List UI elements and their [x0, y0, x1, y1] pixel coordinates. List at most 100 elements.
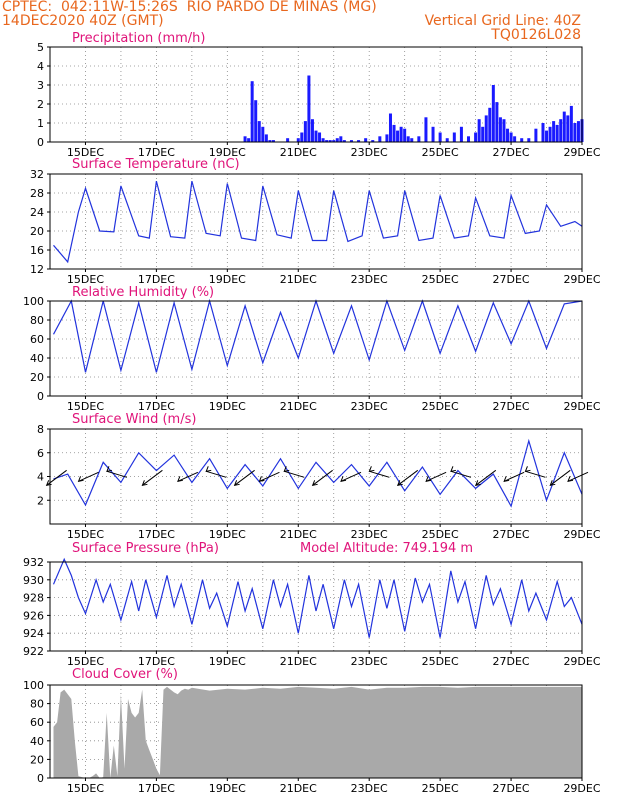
y-tick-label: 16: [30, 244, 44, 257]
x-tick-label: 23DEC: [351, 273, 388, 286]
precip-bar: [573, 123, 577, 142]
y-tick-label: 40: [30, 735, 44, 748]
x-tick-label: 15DEC: [67, 655, 104, 668]
wind-arrow: [177, 471, 199, 482]
precip-bar: [364, 138, 368, 142]
x-tick-label: 21DEC: [280, 273, 317, 286]
x-tick-label: 19DEC: [209, 400, 246, 413]
header-station-line: CPTEC: 042:11W-15:26S RIO PARDO DE MINAS…: [2, 0, 377, 15]
x-tick-label: 17DEC: [138, 273, 175, 286]
y-tick-label: 2: [37, 98, 44, 111]
precip-bar: [541, 123, 545, 142]
precip-bar: [318, 132, 322, 142]
wind-arrow: [340, 471, 362, 482]
y-tick-label: 12: [30, 263, 44, 276]
series-line: [52, 298, 583, 373]
precip-bar: [498, 117, 502, 142]
header-date-line: 14DEC2020 40Z (GMT): [2, 13, 164, 29]
panel-frame: [49, 428, 583, 525]
precip-bar: [314, 130, 318, 142]
x-tick-label: 15DEC: [67, 528, 104, 541]
panel-frame: [49, 684, 583, 779]
x-tick-label: 25DEC: [422, 528, 459, 541]
y-tick-label: 0: [37, 772, 44, 785]
y-tick-label: 932: [23, 556, 44, 569]
x-tick-label: 19DEC: [209, 146, 246, 159]
y-tick-label: 40: [30, 352, 44, 365]
x-tick-label: 17DEC: [138, 655, 175, 668]
precip-bar: [534, 128, 538, 142]
precip-bar: [243, 136, 247, 142]
precip-bar: [410, 138, 414, 142]
panel-3: Relative Humidity (%) 0 20 40 60 80 100 15DEC 17…: [23, 285, 601, 413]
y-tick-label: 80: [30, 314, 44, 327]
wind-arrow: [524, 466, 546, 478]
x-tick-label: 19DEC: [209, 782, 246, 795]
x-tick-label: 23DEC: [351, 400, 388, 413]
x-tick-label: 29DEC: [563, 273, 600, 286]
precip-bar: [431, 126, 435, 142]
precip-bar: [406, 136, 410, 142]
precip-bar: [484, 115, 488, 142]
x-tick-label: 15DEC: [67, 782, 104, 795]
precip-bar: [388, 113, 392, 142]
x-tick-label: 25DEC: [422, 655, 459, 668]
precip-bar: [513, 136, 517, 142]
precip-bar: [271, 140, 275, 142]
panel-frame: [49, 300, 583, 397]
precip-bar: [396, 130, 400, 142]
precip-bar: [562, 111, 566, 142]
precip-bar: [491, 85, 495, 142]
x-tick-label: 25DEC: [422, 273, 459, 286]
wind-arrow: [283, 466, 305, 478]
precip-bar: [264, 134, 268, 142]
x-tick-label: 19DEC: [209, 655, 246, 668]
precip-bar: [459, 126, 463, 142]
precip-bar: [371, 140, 375, 142]
series-line: [52, 557, 583, 638]
x-tick-label: 21DEC: [280, 655, 317, 668]
x-tick-label: 21DEC: [280, 146, 317, 159]
grid: [50, 300, 582, 397]
y-tick-label: 28: [30, 187, 44, 200]
y-tick-label: 100: [23, 679, 44, 692]
y-tick-label: 60: [30, 333, 44, 346]
y-tick-label: 0: [37, 390, 44, 403]
y-tick-label: 922: [23, 645, 44, 658]
x-tick-label: 23DEC: [351, 782, 388, 795]
grid: [50, 428, 582, 524]
wind-arrow: [233, 469, 255, 486]
y-tick-label: 0: [37, 136, 44, 149]
y-tick-label: 928: [23, 592, 44, 605]
y-tick-label: 3: [37, 79, 44, 92]
header-grid-line-note: Vertical Grid Line: 40Z: [424, 13, 581, 29]
wind-arrow: [567, 471, 589, 482]
precip-bar: [332, 140, 336, 142]
panel-title: Surface Wind (m/s): [72, 412, 196, 427]
x-tick-label: 19DEC: [209, 528, 246, 541]
y-tick-label: 100: [23, 295, 44, 308]
panel-title: Surface Temperature (nC): [72, 157, 240, 172]
x-tick-label: 21DEC: [280, 400, 317, 413]
y-tick-label: 80: [30, 698, 44, 711]
wind-arrow: [450, 466, 472, 478]
precip-bar: [555, 124, 559, 142]
precip-bar: [559, 119, 563, 142]
precip-bar: [527, 138, 531, 142]
panel-2: Surface Temperature (nC) 12 16 20 24 28 32 15DE…: [30, 157, 601, 286]
precip-bar: [576, 121, 580, 142]
series-line: [53, 180, 583, 264]
x-tick-label: 29DEC: [563, 400, 600, 413]
precip-bar: [552, 121, 556, 142]
y-tick-label: 930: [23, 574, 44, 587]
precip-bar: [247, 138, 251, 142]
y-tick-label: 926: [23, 609, 44, 622]
x-tick-label: 27DEC: [493, 400, 530, 413]
wind-arrow: [396, 469, 419, 486]
precip-bar: [261, 126, 265, 142]
precip-bar: [403, 128, 407, 142]
y-tick-label: 4: [37, 60, 44, 73]
y-tick-label: 2: [37, 494, 44, 507]
panel-title: Cloud Cover (%): [72, 667, 178, 682]
precip-bar: [268, 140, 272, 142]
